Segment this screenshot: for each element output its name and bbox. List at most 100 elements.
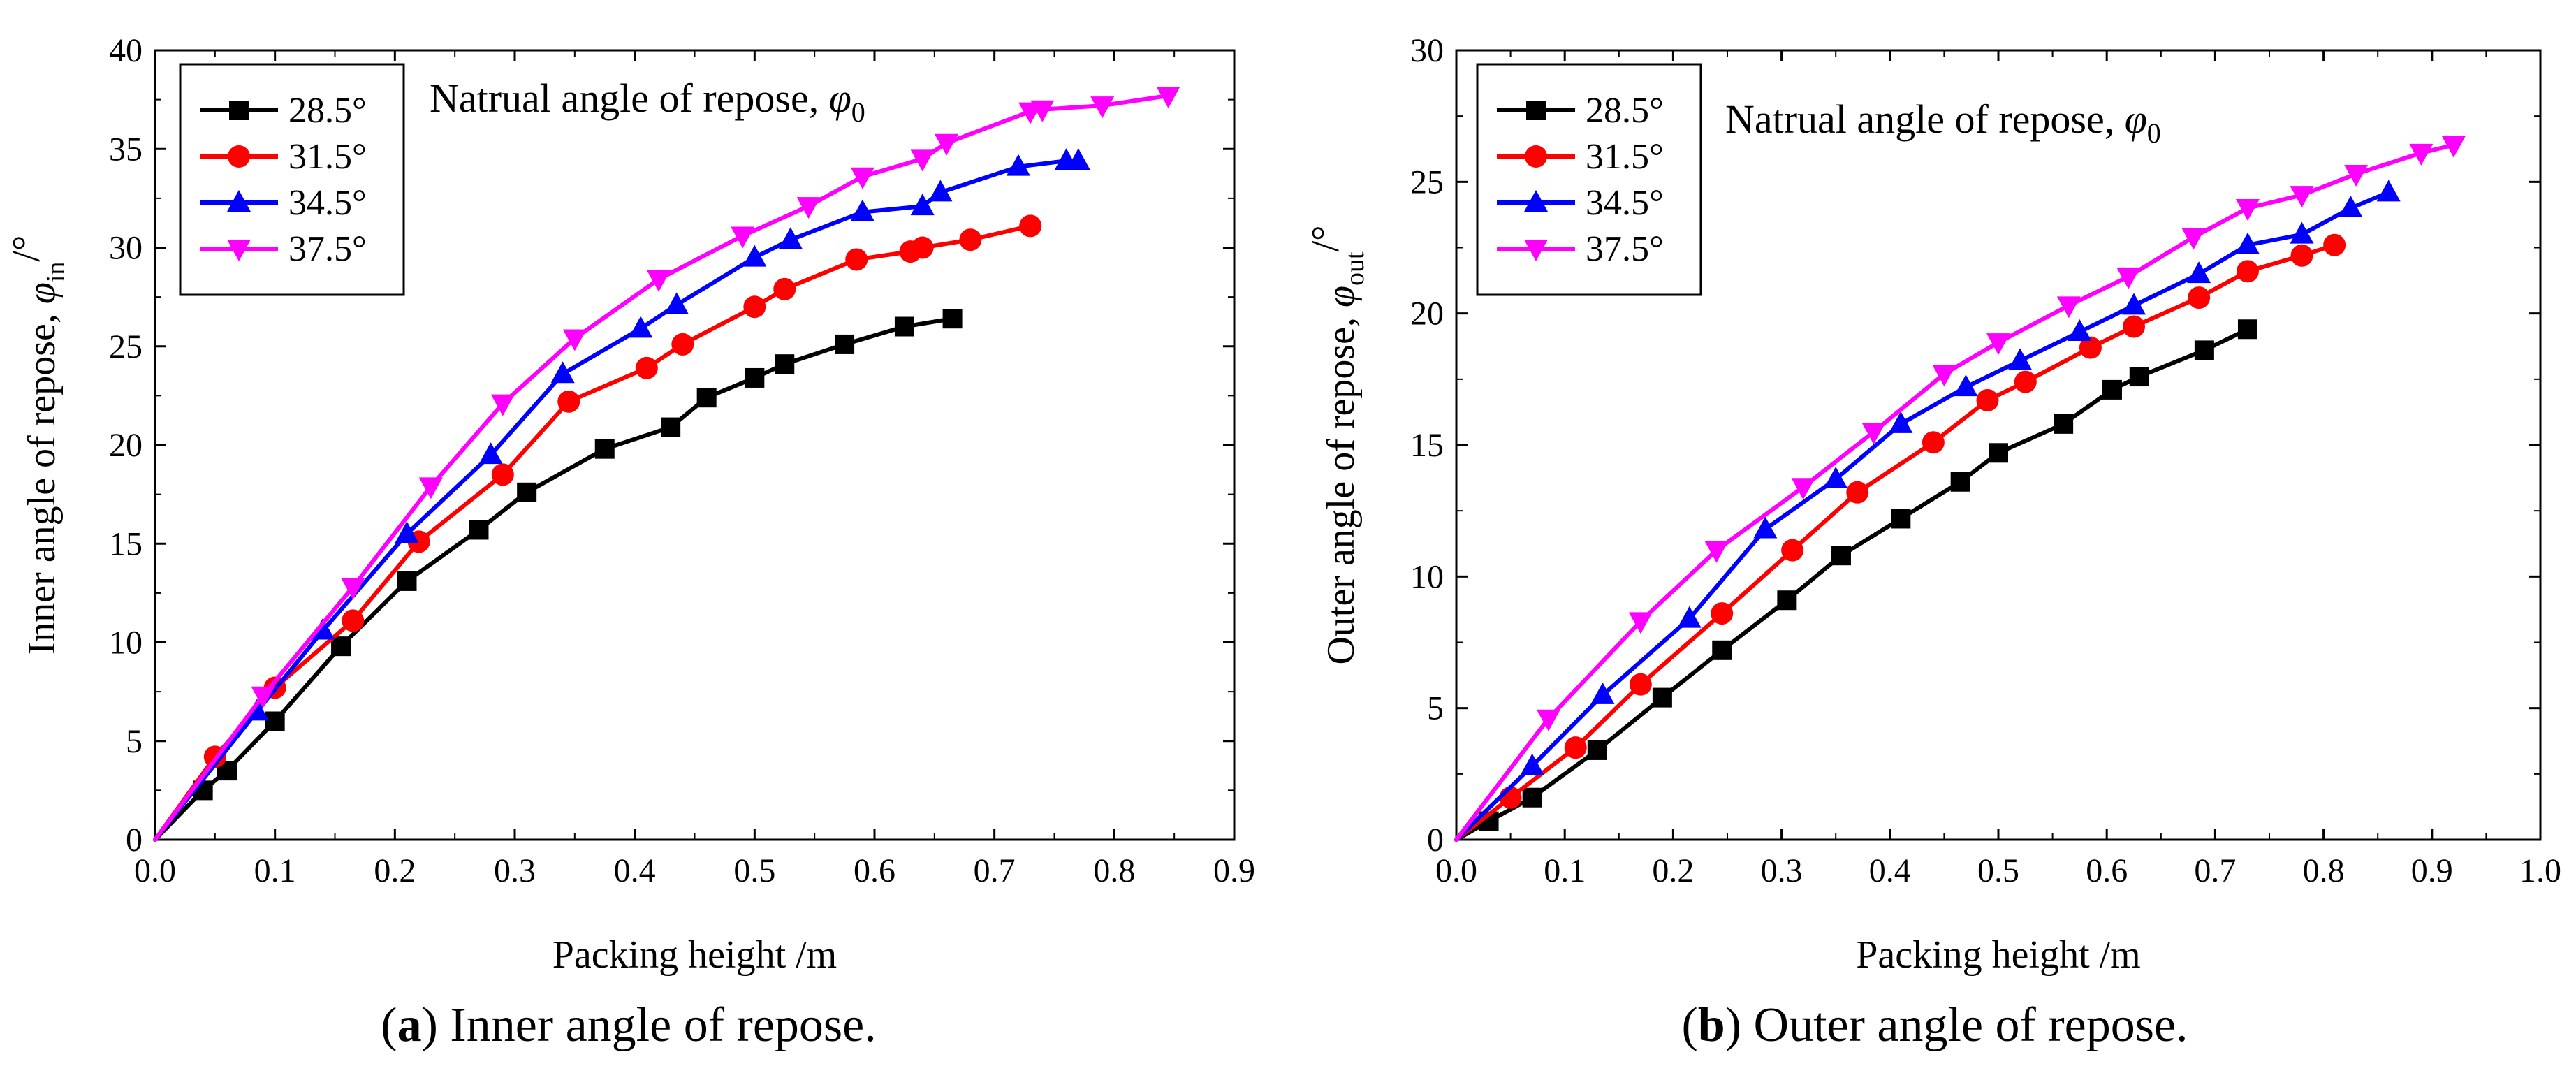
- legend-box: [179, 63, 405, 296]
- data-point: [775, 354, 795, 374]
- data-point: [1590, 682, 1615, 704]
- y-axis-label: Inner angle of repose, φin/°: [5, 235, 71, 655]
- legend-marker: [227, 190, 251, 212]
- x-axis-label: Packing height /m: [1856, 933, 2141, 977]
- legend: 28.5° 31.5° 34.5° 37.5°: [1476, 63, 1702, 296]
- data-point: [265, 711, 285, 731]
- legend-marker: [1524, 190, 1548, 212]
- data-point: [557, 390, 580, 413]
- data-point: [1891, 509, 1911, 529]
- legend-label: 37.5°: [1586, 229, 1664, 269]
- x-tick-label: 0.6: [854, 852, 895, 889]
- data-point: [1629, 673, 1652, 696]
- data-point: [2235, 199, 2260, 221]
- y-tick-label: 10: [109, 625, 142, 662]
- legend-marker: [1524, 240, 1548, 261]
- data-point: [341, 578, 365, 600]
- x-tick-label: 0.8: [2303, 852, 2345, 889]
- data-point: [2339, 196, 2363, 217]
- natural-angle-annotation: Natrual angle of repose, φ0: [1725, 96, 2161, 149]
- data-point: [850, 167, 874, 189]
- data-point: [1704, 541, 1729, 563]
- data-point: [562, 329, 587, 351]
- data-point: [1846, 481, 1869, 504]
- data-point: [1922, 431, 1945, 454]
- data-point: [2102, 379, 2122, 400]
- data-point: [743, 295, 766, 319]
- data-point: [1007, 154, 1030, 176]
- data-point: [2344, 165, 2369, 187]
- data-point: [731, 226, 755, 249]
- data-point: [2008, 348, 2033, 370]
- data-point: [2236, 260, 2259, 283]
- data-point: [1824, 466, 1848, 488]
- data-point: [594, 439, 615, 459]
- series-34.5-deg: [1454, 180, 2401, 842]
- x-tick-label: 0.1: [254, 852, 296, 889]
- x-tick-label: 0.1: [1544, 852, 1586, 889]
- x-tick-label: 0.8: [1093, 852, 1135, 889]
- y-tick-label: 35: [109, 131, 142, 168]
- data-point: [469, 520, 489, 540]
- x-tick-label: 0.2: [374, 852, 416, 889]
- series-34.5-deg: [153, 148, 1090, 842]
- series-line: [1454, 242, 2337, 842]
- data-point: [696, 388, 717, 408]
- data-point: [835, 334, 855, 354]
- panel-b-outer-angle-chart: 0.0 0.1 0.2 0.3 0.4 0.5 0.6 0.7 0.8 0.9 1.0 0 5 10 15 2…: [1304, 32, 2561, 1052]
- data-point: [894, 316, 914, 337]
- legend: 28.5° 31.5° 34.5° 37.5°: [179, 63, 405, 296]
- x-tick-label: 0.5: [733, 852, 775, 889]
- data-point: [311, 618, 335, 640]
- data-point: [2123, 315, 2145, 338]
- data-point: [2079, 336, 2102, 359]
- data-point: [2116, 267, 2141, 289]
- x-tick-label: 0.3: [1761, 852, 1803, 889]
- series-31.5-deg: [1454, 233, 2346, 842]
- data-point: [910, 149, 935, 172]
- data-point: [397, 571, 417, 591]
- data-point: [2122, 293, 2146, 315]
- data-point: [1989, 443, 2008, 463]
- data-point: [2441, 136, 2466, 158]
- data-point: [1781, 539, 1804, 562]
- data-point: [2014, 370, 2037, 393]
- panel-caption: (b) Outer angle of repose.: [1681, 998, 2188, 1052]
- y-axis-label: Outer angle of repose, φout/°: [1304, 225, 1370, 664]
- data-point: [1791, 478, 1815, 500]
- data-point: [2409, 143, 2434, 166]
- data-point: [911, 236, 934, 259]
- data-point: [395, 521, 419, 543]
- x-tick-label: 0.0: [134, 852, 176, 889]
- data-point: [745, 367, 765, 388]
- series-37.5-deg: [153, 86, 1180, 842]
- data-point: [2181, 228, 2206, 250]
- data-point: [1932, 365, 1956, 387]
- data-point: [635, 356, 658, 379]
- y-tick-label: 30: [1410, 32, 1444, 69]
- legend-label: 34.5°: [288, 183, 367, 223]
- data-point: [773, 277, 796, 300]
- data-point: [1090, 96, 1115, 119]
- panel-caption: (a) Inner angle of repose.: [381, 998, 876, 1052]
- data-point: [1677, 606, 1702, 628]
- series-line: [153, 159, 1081, 842]
- data-point: [1711, 602, 1734, 625]
- x-tick-label: 0.2: [1652, 852, 1694, 889]
- legend-marker: [1525, 145, 1547, 168]
- data-point: [1587, 740, 1607, 760]
- data-point: [1861, 423, 1886, 445]
- data-point: [1066, 148, 1090, 170]
- data-point: [942, 309, 963, 329]
- data-point: [850, 199, 874, 221]
- y-tick-label: 20: [1410, 295, 1444, 333]
- legend-label: 31.5°: [288, 137, 367, 177]
- y-tick-label: 10: [1410, 558, 1444, 595]
- data-point: [2068, 319, 2092, 342]
- data-point: [1831, 546, 1851, 566]
- data-point: [1712, 640, 1732, 660]
- series-line: [1454, 190, 2391, 842]
- data-point: [1030, 100, 1055, 122]
- legend-marker: [1526, 101, 1546, 120]
